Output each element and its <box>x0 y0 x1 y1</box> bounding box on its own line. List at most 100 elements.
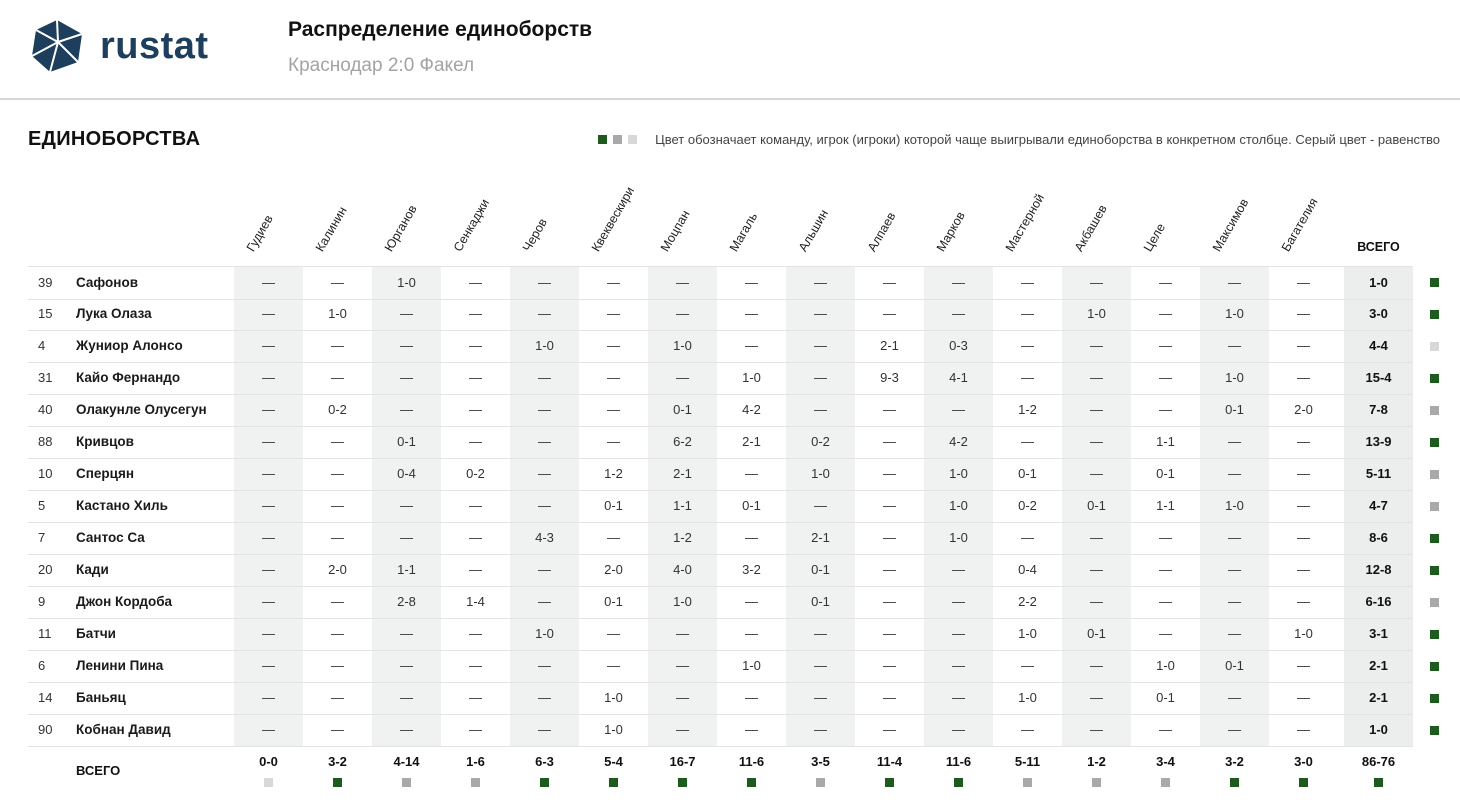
duel-cell: — <box>1159 562 1172 577</box>
player-name[interactable]: Олакунле Олусегун <box>76 402 207 417</box>
footer-column-total: 3-2 <box>328 754 347 769</box>
row-winner-swatch <box>1430 438 1439 447</box>
footer-winner-swatch <box>1230 778 1239 787</box>
table-row[interactable]: 9 Джон Кордоба — — 2-8 1-4 — 0-1 1-0 — 0-1 — — 2-2 — — —… <box>28 586 1413 619</box>
duel-cell: — <box>1090 402 1103 417</box>
column-header: Мастерной <box>993 170 1062 260</box>
table-row[interactable]: 4 Жуниор Алонсо — — — — 1-0 — 1-0 — — 2-1 0-3 — — — — — 4-… <box>28 330 1413 363</box>
player-name[interactable]: Сантос Са <box>76 530 145 545</box>
duel-cell: 0-1 <box>1087 626 1106 641</box>
duel-cell: — <box>883 626 896 641</box>
duel-cell: — <box>1297 690 1310 705</box>
table-row[interactable]: 88 Кривцов — — 0-1 — — — 6-2 2-1 0-2 — 4-2 — — 1-1 — — 13-… <box>28 426 1413 459</box>
player-name[interactable]: Батчи <box>76 626 116 641</box>
footer-total-label: ВСЕГО <box>76 763 121 778</box>
table-row[interactable]: 5 Кастано Хиль — — — — — 0-1 1-1 0-1 — — 1-0 0-2 0-1 1-… <box>28 490 1413 523</box>
total-column-header: ВСЕГО <box>1357 240 1400 254</box>
table-row[interactable]: 11 Батчи — — — — 1-0 — — — — — — 1-0 0-1 — — 1-0 3-1 <box>28 618 1413 651</box>
footer-winner-swatch <box>402 778 411 787</box>
duel-cell: — <box>883 658 896 673</box>
table-row[interactable]: 6 Ленини Пина — — — — — — — 1-0 — — — — — 1-0 0-1 — 2-1 <box>28 650 1413 683</box>
duel-cell: — <box>331 434 344 449</box>
duel-cell: — <box>1297 466 1310 481</box>
duel-cell: — <box>676 626 689 641</box>
duel-cell: — <box>607 402 620 417</box>
column-shade <box>786 266 855 746</box>
footer-winner-swatch <box>816 778 825 787</box>
player-name[interactable]: Сафонов <box>76 275 139 290</box>
duel-cell: 0-1 <box>1156 466 1175 481</box>
player-name[interactable]: Ленини Пина <box>76 658 164 673</box>
player-number: 40 <box>38 402 53 417</box>
player-name[interactable]: Кади <box>76 562 109 577</box>
duel-cell: — <box>538 434 551 449</box>
duel-cell: 0-1 <box>1225 658 1244 673</box>
duel-cell: — <box>400 498 413 513</box>
table-row[interactable]: 15 Лука Олаза — 1-0 — — — — — — — — — — 1-0 — 1-0 — 3-0 <box>28 298 1413 331</box>
player-name[interactable]: Кобнан Давид <box>76 722 171 737</box>
table-row[interactable]: 39 Сафонов — — 1-0 — — — — — — — — — — — — — 1-0 <box>28 266 1413 300</box>
duel-cell: — <box>883 530 896 545</box>
player-name[interactable]: Баньяц <box>76 690 126 705</box>
player-name[interactable]: Жуниор Алонсо <box>76 338 183 353</box>
duel-cell: 0-2 <box>466 466 485 481</box>
duel-cell: — <box>607 370 620 385</box>
duel-cell: — <box>952 690 965 705</box>
duel-cell: — <box>952 402 965 417</box>
duel-cell: — <box>469 562 482 577</box>
footer-winner-swatch <box>333 778 342 787</box>
duel-cell: 1-0 <box>742 370 761 385</box>
column-header-label: Юрганов <box>381 202 420 254</box>
duel-cell: — <box>1090 434 1103 449</box>
row-winner-swatch <box>1430 694 1439 703</box>
duel-cell: 2-0 <box>604 562 623 577</box>
player-name[interactable]: Кастано Хиль <box>76 498 168 513</box>
table-row[interactable]: 40 Олакунле Олусегун — 0-2 — — — — 0-1 4-2 — — — 1-2 —… <box>28 394 1413 427</box>
duel-cell: — <box>607 275 620 290</box>
duel-cell: 1-2 <box>673 530 692 545</box>
player-name[interactable]: Джон Кордоба <box>76 594 173 609</box>
duel-cell: — <box>1021 530 1034 545</box>
duel-cell: 2-0 <box>1294 402 1313 417</box>
footer-winner-swatch <box>747 778 756 787</box>
duel-cell: 2-1 <box>811 530 830 545</box>
table-row[interactable]: 14 Баньяц — — — — — 1-0 — — — — — 1-0 — 0-1 — — 2-1 <box>28 682 1413 715</box>
rustat-logo[interactable]: rustat <box>28 18 248 76</box>
player-name[interactable]: Сперцян <box>76 466 134 481</box>
duel-cell: — <box>469 530 482 545</box>
match-subtitle: Краснодар 2:0 Факел <box>288 55 475 76</box>
duel-cell: — <box>538 402 551 417</box>
table-row[interactable]: 7 Сантос Са — — — — 4-3 — 1-2 — 2-1 — 1-0 — — — — — 8-6 <box>28 522 1413 555</box>
column-header-label: Моцпан <box>657 207 693 254</box>
column-header-label: Максимов <box>1209 196 1252 254</box>
duel-cell: — <box>1297 275 1310 290</box>
duel-cell: — <box>262 306 275 321</box>
footer-winner-swatch <box>1092 778 1101 787</box>
column-header-label: Алпаев <box>864 209 899 254</box>
duel-cell: — <box>1297 370 1310 385</box>
footer-column-total: 1-6 <box>466 754 485 769</box>
table-row[interactable]: 90 Кобнан Давид — — — — — 1-0 — — — — — — — — — — 1-0 <box>28 714 1413 747</box>
duel-cell: — <box>1159 338 1172 353</box>
duel-cell: — <box>262 370 275 385</box>
table-row[interactable]: 10 Сперцян — — 0-4 0-2 — 1-2 2-1 — 1-0 — 1-0 0-1 — 0-1 —… <box>28 458 1413 491</box>
column-header-label: Марков <box>933 209 968 254</box>
player-name[interactable]: Кривцов <box>76 434 134 449</box>
duel-cell: — <box>262 562 275 577</box>
table-row[interactable]: 20 Кади — 2-0 1-1 — — 2-0 4-0 3-2 0-1 — — 0-4 — — — — 12-8 <box>28 554 1413 587</box>
duel-cell: — <box>1159 370 1172 385</box>
duel-cell: — <box>262 530 275 545</box>
row-total: 4-7 <box>1369 498 1388 513</box>
duel-cell: — <box>262 466 275 481</box>
row-total: 15-4 <box>1365 370 1392 385</box>
duel-cell: — <box>538 370 551 385</box>
footer-column-total: 3-5 <box>811 754 830 769</box>
player-name[interactable]: Кайо Фернандо <box>76 370 181 385</box>
duel-cell: — <box>400 370 413 385</box>
player-number: 90 <box>38 722 53 737</box>
duel-cell: — <box>745 338 758 353</box>
table-row[interactable]: 31 Кайо Фернандо — — — — — — — 1-0 — 9-3 4-1 — — — 1-0 — 1… <box>28 362 1413 395</box>
player-name[interactable]: Лука Олаза <box>76 306 152 321</box>
duel-cell: 0-3 <box>949 338 968 353</box>
footer-winner-swatch <box>540 778 549 787</box>
